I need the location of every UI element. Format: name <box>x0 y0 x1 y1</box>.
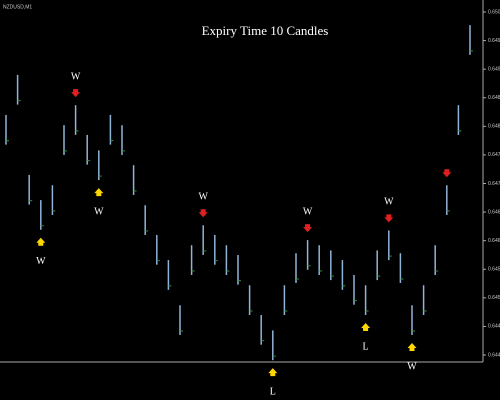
sell-arrow <box>384 214 394 223</box>
y-tick-label: 0.6455 <box>488 267 500 273</box>
signal-label: W <box>198 192 208 203</box>
sell-arrow <box>198 209 208 218</box>
y-tick-label: 0.6475 <box>488 152 500 158</box>
chart-title: Expiry Time 10 Candles <box>202 23 329 38</box>
y-tick-label: 0.6500 <box>488 9 500 15</box>
signal-label: W <box>407 361 417 372</box>
sell-arrow <box>442 169 452 178</box>
y-tick-label: 0.6495 <box>488 38 500 44</box>
buy-arrow <box>36 237 46 246</box>
signal-label: W <box>71 71 81 82</box>
buy-arrow <box>94 188 104 197</box>
sell-arrow <box>303 224 313 233</box>
signal-label: W <box>303 206 313 217</box>
buy-arrow <box>361 322 371 331</box>
signal-label: L <box>363 341 369 352</box>
signal-label: W <box>384 197 394 208</box>
symbol: NZDUSD,M1 <box>3 4 32 10</box>
sell-arrow <box>71 89 81 98</box>
buy-arrow <box>268 368 278 377</box>
y-tick-label: 0.6465 <box>488 209 500 215</box>
y-tick-label: 0.6485 <box>488 95 500 101</box>
signal-label: W <box>94 206 104 217</box>
signal-label: L <box>270 386 276 397</box>
signal-label: W <box>36 256 46 267</box>
y-tick-label: 0.6445 <box>488 324 500 330</box>
buy-arrow <box>407 342 417 351</box>
